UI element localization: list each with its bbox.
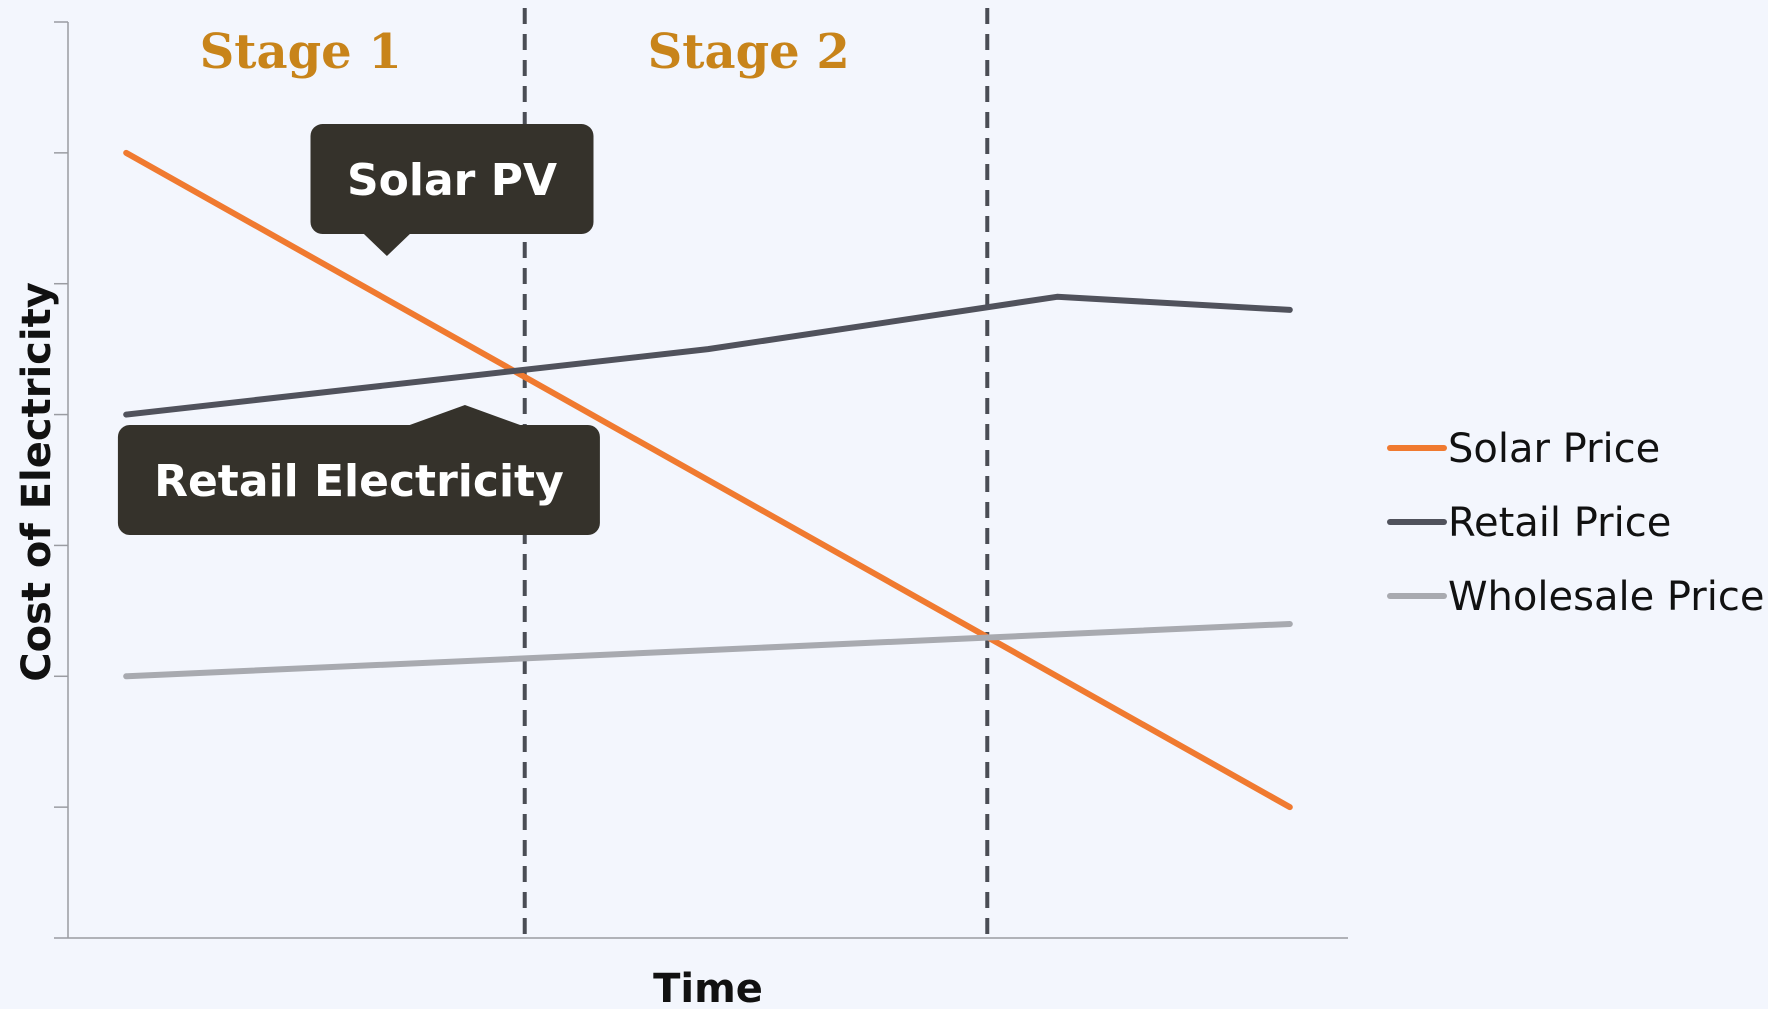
callout-label: Solar PV [347,155,557,206]
y-ticks [54,21,68,939]
stage-labels: Stage 1 Stage 2 [200,24,850,80]
callout-box [310,124,594,235]
y-axis-title: Cost of Electricity [14,282,60,682]
callouts: Solar PV Retail Electricity [117,124,600,535]
legend-label: Solar Price [1448,426,1660,472]
callout-pointer [406,405,523,426]
stage-label: Stage 2 [648,24,850,80]
x-axis-title: Time [653,966,763,1009]
callout-label: Retail Electricity [154,456,564,507]
callout: Retail Electricity [117,405,600,535]
series-line [123,293,1293,418]
legend-label: Retail Price [1448,500,1671,546]
callout-pointer [362,233,411,257]
series-line [123,149,1293,811]
series-lines [123,149,1293,811]
legend-label: Wholesale Price [1448,574,1764,620]
series-line [123,620,1293,680]
callout-box [117,425,600,535]
legend: Solar Price Retail Price Wholesale Price [1387,426,1764,620]
stage-label: Stage 1 [200,24,402,80]
callout: Solar PV [310,124,594,257]
axes [54,21,1348,939]
